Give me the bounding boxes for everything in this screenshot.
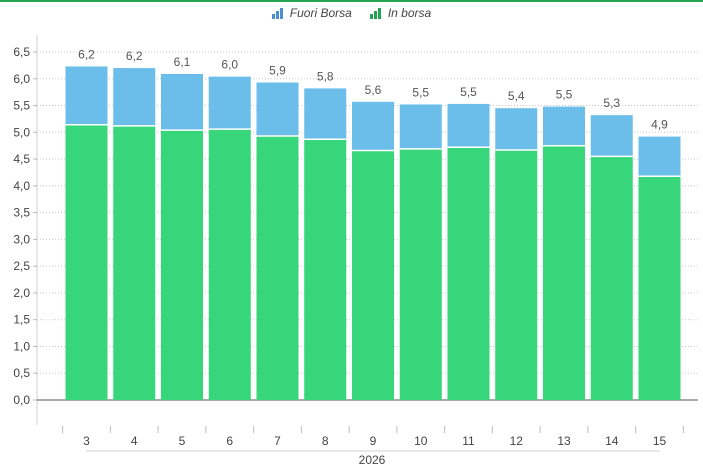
bar-fuori-borsa [256, 82, 299, 137]
x-tick-label: 7 [274, 434, 281, 448]
bar-total-label: 6,1 [174, 55, 191, 69]
bar-in-borsa [352, 150, 394, 400]
bar-fuori-borsa [543, 106, 585, 146]
top-accent-line [0, 0, 703, 2]
bar-total-label: 5,4 [508, 89, 525, 103]
bar-fuori-borsa [638, 136, 681, 177]
x-group-label: 2026 [359, 453, 386, 467]
x-tick-label: 3 [83, 434, 90, 448]
bar-total-label: 5,8 [317, 69, 334, 83]
chart-legend: Fuori Borsa In borsa [0, 4, 703, 22]
x-tick-label: 12 [510, 434, 524, 448]
x-tick-label: 15 [653, 434, 667, 448]
x-tick-label: 4 [131, 434, 138, 448]
y-tick-label: 2,5 [13, 259, 30, 273]
bar-in-borsa [65, 124, 108, 400]
bar-in-borsa [495, 149, 538, 400]
x-tick-label: 6 [226, 434, 233, 448]
bar-total-label: 6,2 [78, 47, 95, 61]
bar-fuori-borsa [113, 68, 156, 126]
bar-in-borsa [543, 145, 585, 400]
y-tick-label: 6,0 [13, 72, 30, 86]
bar-total-label: 5,3 [603, 96, 620, 110]
bar-in-borsa [161, 130, 203, 401]
y-tick-label: 6,5 [13, 45, 30, 59]
y-tick-label: 1,0 [13, 339, 30, 353]
bar-chart-icon [271, 7, 286, 19]
bar-in-borsa [638, 176, 681, 400]
x-tick-label: 13 [557, 434, 571, 448]
bar-total-label: 5,6 [365, 83, 382, 97]
bar-fuori-borsa [590, 115, 633, 157]
bar-total-label: 4,9 [651, 118, 668, 132]
y-tick-label: 3,5 [13, 206, 30, 220]
bar-total-label: 5,5 [556, 88, 573, 102]
x-tick-label: 8 [322, 434, 329, 448]
bar-in-borsa [304, 139, 347, 400]
legend-item-in-borsa[interactable]: In borsa [369, 6, 432, 20]
x-tick-label: 10 [414, 434, 428, 448]
bar-fuori-borsa [495, 108, 538, 150]
y-tick-label: 0,5 [13, 366, 30, 380]
x-tick-label: 11 [462, 434, 475, 448]
x-tick-label: 5 [179, 434, 186, 448]
y-tick-label: 3,0 [13, 232, 30, 246]
y-tick-label: 4,5 [13, 152, 30, 166]
bar-total-label: 5,5 [460, 85, 477, 99]
bar-fuori-borsa [304, 88, 347, 140]
bar-in-borsa [113, 125, 156, 400]
y-tick-label: 5,0 [13, 125, 30, 139]
bar-fuori-borsa [399, 104, 442, 149]
bar-total-label: 6,2 [126, 49, 143, 63]
bar-fuori-borsa [65, 66, 108, 125]
legend-label-in-borsa: In borsa [387, 6, 432, 20]
legend-label-fuori-borsa: Fuori Borsa [289, 6, 352, 20]
bar-in-borsa [590, 156, 633, 400]
legend-item-fuori-borsa[interactable]: Fuori Borsa [271, 6, 352, 20]
x-tick-label: 14 [605, 434, 619, 448]
y-tick-label: 5,5 [13, 99, 30, 113]
x-tick-label: 9 [370, 434, 377, 448]
bar-fuori-borsa [447, 103, 490, 148]
bar-chart-icon [369, 7, 384, 19]
bar-in-borsa [447, 147, 490, 400]
y-tick-label: 1,5 [13, 313, 30, 327]
bar-fuori-borsa [208, 76, 251, 130]
bar-fuori-borsa [161, 73, 203, 131]
y-tick-label: 0,0 [13, 393, 30, 407]
bar-in-borsa [256, 136, 299, 400]
bar-in-borsa [208, 129, 251, 400]
bar-total-label: 5,5 [412, 85, 429, 99]
y-tick-label: 4,0 [13, 179, 30, 193]
bar-total-label: 6,0 [221, 58, 238, 72]
bar-fuori-borsa [352, 101, 394, 151]
y-tick-label: 2,0 [13, 286, 30, 300]
bar-in-borsa [399, 148, 442, 400]
bar-total-label: 5,9 [269, 64, 286, 78]
